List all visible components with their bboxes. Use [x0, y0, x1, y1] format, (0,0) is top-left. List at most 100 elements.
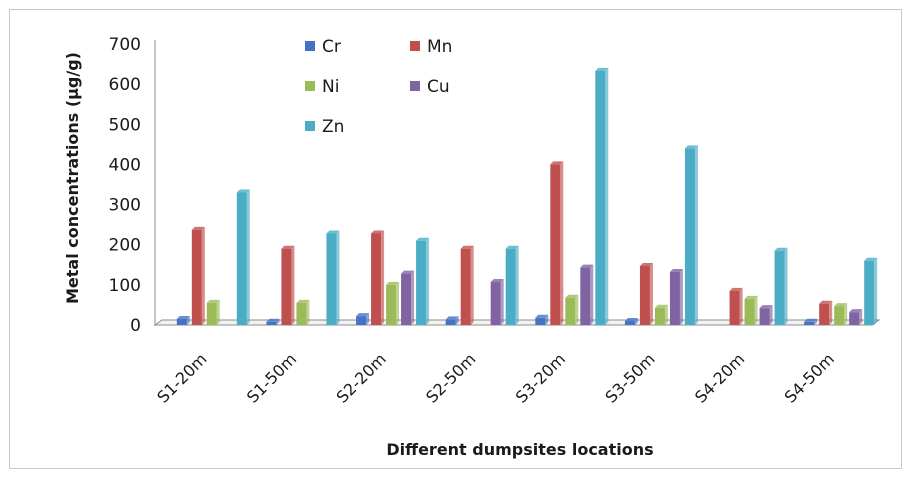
bar-top — [774, 247, 788, 251]
bar-top — [580, 264, 594, 268]
bar-front — [580, 267, 591, 325]
bar-ni-s4-20m — [744, 295, 758, 325]
bar-cr-s2-20m — [356, 313, 370, 325]
bar-top — [535, 314, 549, 318]
bar-front — [639, 265, 650, 325]
legend-item-cu: Cu — [410, 77, 450, 97]
bar-cr-s4-50m — [804, 318, 818, 325]
chart-frame — [9, 9, 902, 469]
bar-top — [759, 305, 773, 309]
bar-side — [844, 303, 848, 325]
bar-side — [426, 237, 430, 325]
bar-cr-s2-50m — [445, 316, 459, 325]
bar-front — [176, 318, 187, 325]
bar-top — [804, 318, 818, 322]
bar-top — [819, 300, 833, 304]
bar-front — [819, 303, 830, 325]
bar-top — [684, 145, 698, 149]
bar-front — [774, 250, 785, 325]
bar-cu-s2-50m — [490, 279, 504, 325]
legend-label: Cu — [427, 77, 450, 97]
bar-front — [356, 316, 367, 325]
bar-side — [276, 318, 280, 325]
bar-zn-s1-50m — [326, 230, 340, 325]
bar-top — [744, 295, 758, 299]
bar-top — [356, 313, 370, 317]
bar-ni-s3-50m — [654, 304, 668, 325]
bar-front — [490, 282, 501, 325]
y-axis-label: Metal concentrations (μg/g) — [63, 52, 82, 304]
bar-front — [445, 319, 456, 325]
bar-front — [416, 240, 427, 325]
bar-top — [669, 269, 683, 273]
bar-side — [590, 264, 594, 325]
bar-front — [595, 70, 606, 325]
y-tick-label: 200 — [109, 236, 141, 256]
bar-side — [186, 315, 190, 325]
bar-top — [729, 287, 743, 291]
bar-cu-s4-50m — [849, 309, 863, 325]
bar-front — [191, 229, 202, 325]
bar-top — [445, 316, 459, 320]
bar-front — [296, 302, 307, 325]
bar-front — [550, 164, 561, 325]
bar-side — [201, 226, 205, 325]
bar-side — [754, 295, 758, 325]
bar-front — [460, 248, 471, 325]
bar-top — [371, 230, 385, 234]
bar-side — [829, 300, 833, 325]
bar-front — [371, 233, 382, 325]
bar-side — [575, 294, 579, 325]
x-tick-label: S3-20m — [512, 349, 569, 406]
bar-mn-s2-20m — [371, 230, 385, 325]
y-tick-labels: 0 100 200 300 400 500 600 700 — [109, 35, 141, 336]
bar-top — [864, 257, 878, 261]
bar-front — [266, 321, 277, 325]
bar-top — [296, 299, 310, 303]
x-tick-label: S1-50m — [243, 349, 300, 406]
bar-mn-s4-20m — [729, 287, 743, 325]
legend-label: Ni — [322, 77, 339, 97]
bar-front — [386, 284, 397, 325]
x-tick-label: S4-50m — [781, 349, 838, 406]
legend-label: Cr — [322, 37, 341, 57]
bar-cr-s1-50m — [266, 318, 280, 325]
bar-side — [515, 245, 519, 325]
bar-cr-s3-20m — [535, 314, 549, 325]
legend-swatch — [305, 41, 315, 51]
bar-side — [679, 269, 683, 325]
bar-zn-s4-20m — [774, 247, 788, 325]
bar-top — [505, 245, 519, 249]
bar-side — [634, 317, 638, 325]
bar-mn-s2-50m — [460, 245, 474, 325]
bar-front — [535, 317, 546, 325]
x-tick-label: S2-50m — [422, 349, 479, 406]
bar-zn-s3-50m — [684, 145, 698, 325]
bar-front — [744, 298, 755, 325]
bar-zn-s2-20m — [416, 237, 430, 325]
bar-mn-s3-20m — [550, 161, 564, 325]
bar-ni-s4-50m — [834, 303, 848, 325]
bar-side — [366, 313, 370, 325]
bar-ni-s1-20m — [206, 299, 220, 325]
bar-cu-s3-50m — [669, 269, 683, 325]
bar-top — [206, 299, 220, 303]
bar-side — [874, 257, 878, 325]
bar-front — [236, 192, 247, 325]
x-axis-label: Different dumpsites locations — [386, 440, 653, 459]
bar-zn-s3-20m — [595, 67, 609, 325]
bar-top — [460, 245, 474, 249]
bar-side — [649, 262, 653, 325]
bar-front — [565, 297, 576, 325]
bar-cr-s1-20m — [176, 315, 190, 325]
bar-front — [864, 260, 875, 325]
legend-swatch — [410, 81, 420, 91]
legend-swatch — [410, 41, 420, 51]
bar-side — [859, 309, 863, 325]
legend-item-ni: Ni — [305, 77, 339, 97]
bar-top — [401, 270, 415, 274]
bar-side — [769, 305, 773, 325]
bar-mn-s1-50m — [281, 245, 295, 325]
bar-mn-s4-50m — [819, 300, 833, 325]
bar-front — [401, 273, 412, 325]
